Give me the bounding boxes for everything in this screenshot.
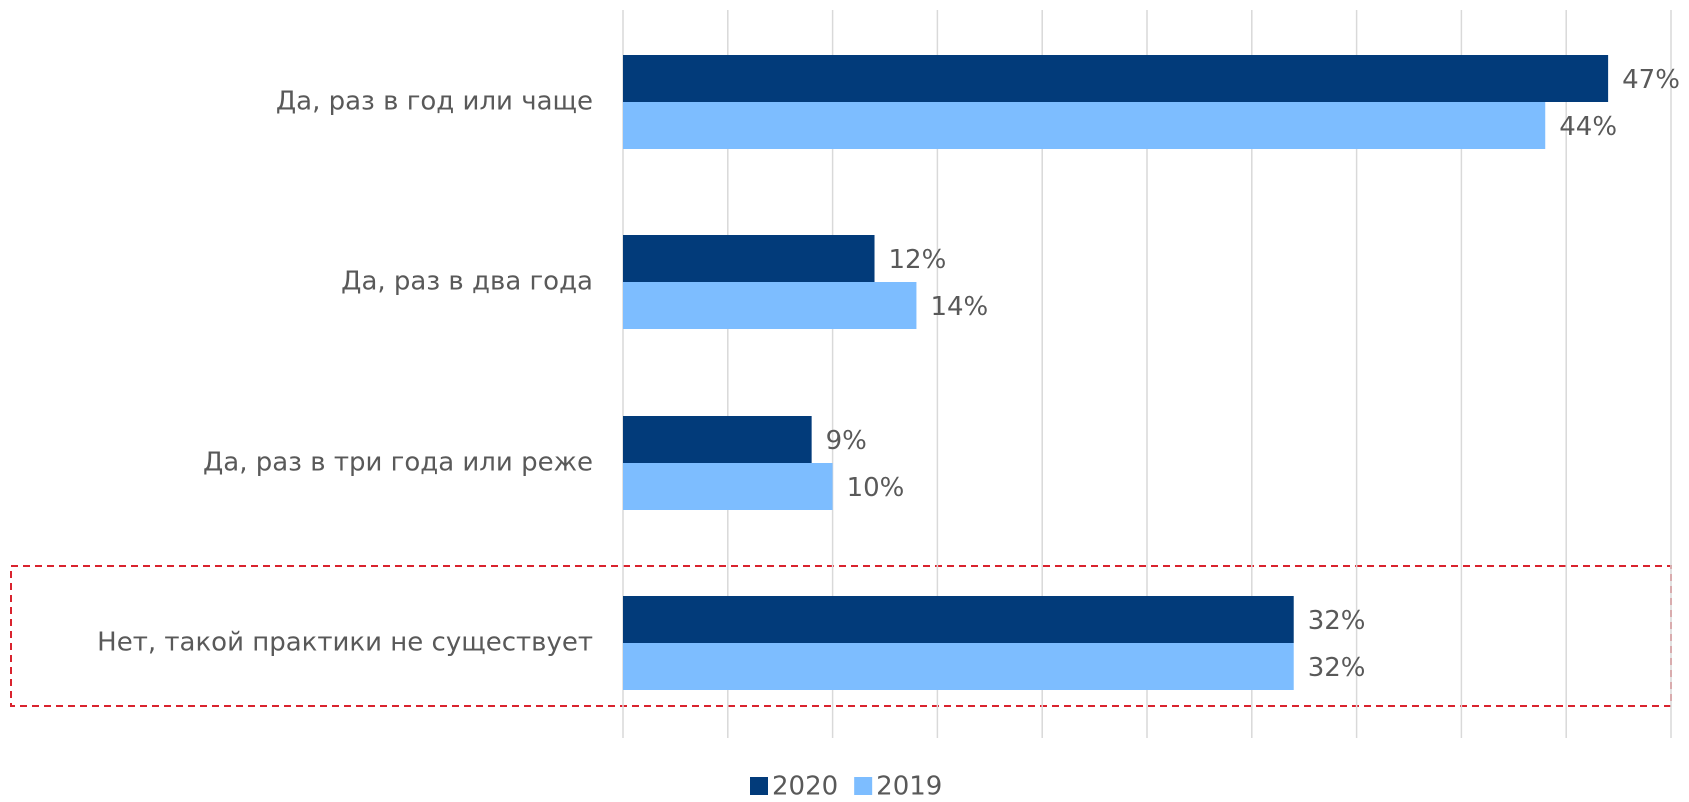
data-label: 10% bbox=[847, 473, 905, 503]
data-label: 14% bbox=[930, 292, 988, 322]
data-label: 32% bbox=[1308, 606, 1366, 636]
data-label: 44% bbox=[1559, 112, 1617, 142]
legend-label: 2019 bbox=[876, 772, 942, 802]
bar bbox=[623, 416, 812, 463]
data-label: 12% bbox=[889, 245, 947, 275]
y-tick-label: Да, раз в три года или реже bbox=[203, 448, 593, 478]
bar bbox=[623, 235, 875, 282]
bar bbox=[623, 282, 917, 329]
legend-label: 2020 bbox=[772, 772, 838, 802]
bar bbox=[623, 102, 1546, 149]
legend-swatch bbox=[854, 777, 873, 795]
bar bbox=[623, 55, 1609, 102]
data-label: 9% bbox=[826, 426, 867, 456]
y-tick-label: Да, раз в два года bbox=[341, 267, 593, 297]
y-tick-label: Нет, такой практики не существует bbox=[97, 628, 593, 658]
bar bbox=[623, 643, 1294, 690]
bar bbox=[623, 596, 1294, 643]
data-label: 32% bbox=[1308, 653, 1366, 683]
data-label: 47% bbox=[1622, 65, 1680, 95]
y-tick-label: Да, раз в год или чаще bbox=[276, 87, 593, 117]
bar bbox=[623, 463, 833, 510]
legend-swatch bbox=[750, 777, 768, 795]
